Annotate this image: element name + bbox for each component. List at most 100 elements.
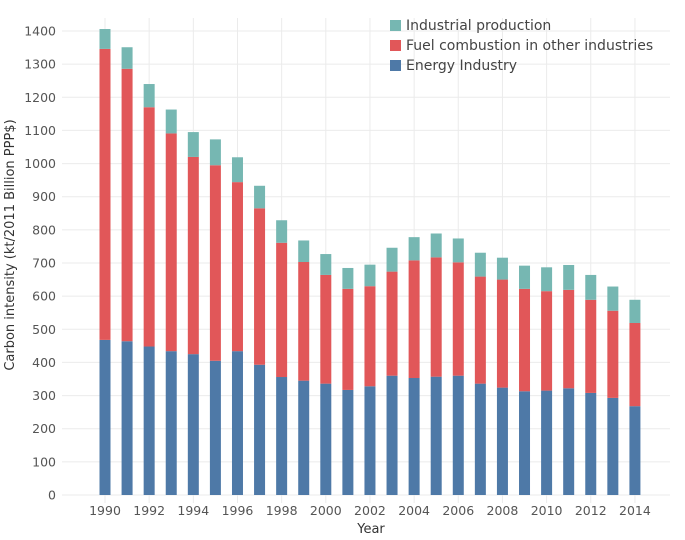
bar-industrial-production-2012 [585,274,597,300]
bar-fuel-combustion-in-other-industries-1997 [254,208,266,365]
bar-energy-industry-2000 [320,383,332,495]
bar-energy-industry-2006 [452,375,464,495]
bar-fuel-combustion-in-other-industries-1999 [298,262,310,381]
bar-fuel-combustion-in-other-industries-2009 [519,288,531,392]
legend-label-energy-industry: Energy Industry [406,58,517,74]
bar-energy-industry-1993 [165,351,177,495]
bar-energy-industry-1999 [298,380,310,495]
bar-fuel-combustion-in-other-industries-1996 [231,182,243,352]
bar-fuel-combustion-in-other-industries-1990 [99,48,111,340]
bar-industrial-production-2006 [452,238,464,263]
bar-fuel-combustion-in-other-industries-2005 [430,257,442,377]
bar-fuel-combustion-in-other-industries-1994 [187,156,199,355]
bar-energy-industry-1996 [231,351,243,495]
x-tick-label: 1998 [266,503,298,518]
bar-industrial-production-2005 [430,233,442,258]
bar-fuel-combustion-in-other-industries-2014 [629,322,641,407]
bar-energy-industry-1998 [276,377,288,495]
y-tick-label: 0 [48,488,56,503]
x-tick-label: 2008 [487,503,519,518]
y-tick-label: 1300 [24,57,56,72]
bar-energy-industry-1995 [209,360,221,495]
y-axis-ticks: 0 100 200 300 400 500 600 700 800 900 1000 1100 1200… [24,24,56,503]
bar-industrial-production-2010 [541,267,553,292]
x-axis-ticks: 1990 1992 1994 1996 1998 2000 2002 2004 2006 2008… [89,503,651,518]
bar-industrial-production-2004 [408,237,420,261]
bar-industrial-production-2003 [386,247,398,272]
bar-energy-industry-1997 [254,364,266,495]
x-tick-label: 1996 [222,503,254,518]
y-tick-label: 1000 [24,156,56,171]
y-tick-label: 900 [32,189,56,204]
bar-industrial-production-2007 [474,252,486,277]
bar-fuel-combustion-in-other-industries-1993 [165,133,177,352]
bar-fuel-combustion-in-other-industries-2000 [320,274,332,384]
bar-fuel-combustion-in-other-industries-2013 [607,310,619,398]
bar-fuel-combustion-in-other-industries-2004 [408,260,420,379]
y-tick-label: 1100 [24,123,56,138]
bar-energy-industry-2007 [474,383,486,495]
bar-energy-industry-2013 [607,397,619,495]
y-tick-label: 800 [32,222,56,237]
y-tick-label: 400 [32,355,56,370]
legend-swatch-fuel-combustion [390,40,401,51]
y-tick-label: 100 [32,454,56,469]
bar-industrial-production-2001 [342,267,354,289]
legend-label-industrial-production: Industrial production [406,18,551,34]
bar-industrial-production-1991 [121,47,133,69]
legend-label-fuel-combustion: Fuel combustion in other industries [406,38,653,54]
bar-industrial-production-1995 [209,139,221,166]
bar-energy-industry-2002 [364,386,376,495]
bar-industrial-production-1996 [231,157,243,183]
x-axis-title: Year [356,522,385,537]
bar-energy-industry-2001 [342,389,354,495]
bar-fuel-combustion-in-other-industries-2002 [364,286,376,387]
bar-industrial-production-1993 [165,109,177,134]
bar-fuel-combustion-in-other-industries-1995 [209,165,221,361]
bar-industrial-production-1994 [187,132,199,157]
bar-fuel-combustion-in-other-industries-2007 [474,276,486,384]
bar-fuel-combustion-in-other-industries-2001 [342,288,354,390]
bar-industrial-production-1999 [298,240,310,263]
bar-fuel-combustion-in-other-industries-2006 [452,262,464,376]
bar-industrial-production-2008 [496,257,508,280]
x-tick-label: 1992 [133,503,165,518]
y-tick-label: 1400 [24,24,56,39]
bar-energy-industry-2005 [430,376,442,495]
y-axis-title: Carbon intensity (kt/2011 Billion PPP$) [3,119,18,370]
bar-energy-industry-2003 [386,375,398,495]
bar-fuel-combustion-in-other-industries-2003 [386,271,398,376]
bar-industrial-production-1990 [99,29,111,49]
bars [99,29,641,495]
y-tick-label: 500 [32,322,56,337]
x-tick-label: 2000 [310,503,342,518]
bar-energy-industry-1992 [143,346,155,495]
bar-industrial-production-2002 [364,264,376,287]
bar-industrial-production-2011 [563,264,575,290]
x-tick-label: 1990 [89,503,121,518]
y-tick-label: 300 [32,388,56,403]
bar-energy-industry-2010 [541,390,553,495]
bar-energy-industry-2009 [519,391,531,495]
bar-industrial-production-2014 [629,299,641,323]
bar-fuel-combustion-in-other-industries-1998 [276,242,288,378]
x-tick-label: 1994 [177,503,209,518]
bar-industrial-production-2000 [320,254,332,275]
bar-fuel-combustion-in-other-industries-2010 [541,291,553,391]
x-tick-label: 2010 [531,503,563,518]
bar-energy-industry-2008 [496,387,508,495]
y-tick-label: 200 [32,421,56,436]
x-tick-label: 2004 [398,503,430,518]
x-tick-label: 2002 [354,503,386,518]
bar-energy-industry-2014 [629,406,641,495]
bar-industrial-production-2009 [519,265,531,289]
bar-industrial-production-1998 [276,220,288,243]
x-tick-label: 2006 [442,503,474,518]
bar-fuel-combustion-in-other-industries-2012 [585,299,597,393]
bar-energy-industry-2004 [408,378,420,495]
legend-swatch-energy-industry [390,60,401,71]
bar-industrial-production-1992 [143,84,155,108]
bar-energy-industry-1994 [187,354,199,495]
legend-swatch-industrial-production [390,20,401,31]
